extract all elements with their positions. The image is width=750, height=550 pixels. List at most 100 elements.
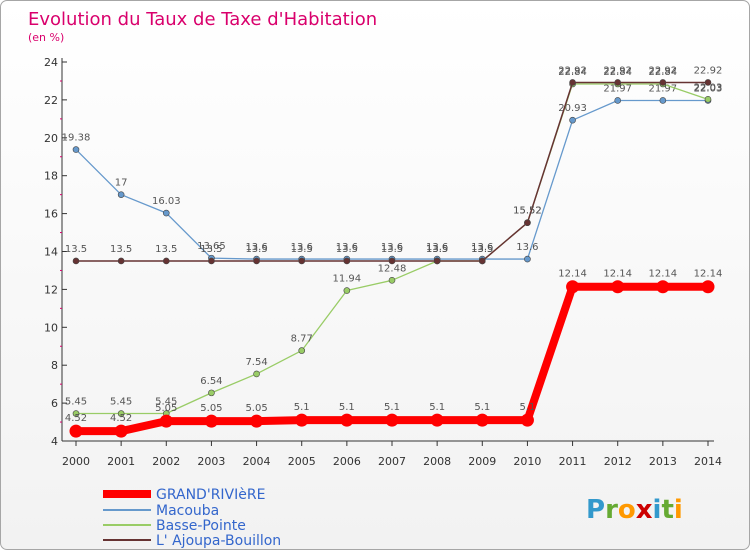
data-label: 13.5 (336, 244, 358, 255)
data-point (430, 413, 444, 427)
y-tick-label: 10 (44, 321, 58, 334)
y-tick-label: 4 (51, 435, 58, 448)
data-point (295, 413, 309, 427)
x-tick-label: 2006 (333, 455, 361, 468)
chart-subtitle: (en %) (28, 31, 64, 44)
data-point (117, 410, 125, 417)
data-label: 22.92 (694, 65, 723, 76)
x-tick-label: 2003 (197, 455, 225, 468)
data-point (253, 370, 260, 378)
data-point (298, 257, 306, 265)
series-3: 13.5 13.5 13.5 13.5 13.5 13.5 13.5 13.5 13.5 13.5… (65, 65, 723, 265)
data-label: 5.1 (384, 402, 400, 413)
logo-letter: t (661, 495, 673, 525)
data-label: 21.97 (603, 83, 632, 94)
data-label: 5.05 (200, 403, 222, 414)
x-tick-label: 2013 (649, 455, 677, 468)
axes: 4 6 8 10 12 14 16 18 20 22 24 2000 2001 2002 2003 2004 2… (44, 56, 722, 468)
data-label: 5.1 (429, 402, 445, 413)
data-point (524, 255, 531, 263)
series-0: 4.52 4.52 5.05 5.05 5.05 5.1 5.1 5.1 5.1 5.1 5.1 12… (65, 269, 722, 438)
data-label: 7.54 (245, 357, 267, 368)
data-point (475, 413, 489, 427)
y-tick-label: 22 (44, 94, 58, 107)
data-point (614, 97, 622, 104)
data-point (208, 257, 215, 265)
data-label: 13.6 (471, 242, 493, 253)
y-tick-label: 24 (44, 56, 58, 69)
data-label: 15.52 (513, 206, 542, 217)
data-label: 13.6 (516, 242, 538, 253)
logo-letter: o (618, 495, 636, 525)
x-tick-label: 2009 (468, 455, 496, 468)
x-tick-label: 2005 (288, 455, 316, 468)
data-label: 13.5 (381, 244, 403, 255)
x-tick-label: 2004 (243, 455, 271, 468)
data-point (72, 410, 80, 417)
data-label: 13.6 (381, 242, 403, 253)
data-label: 5.05 (245, 403, 267, 414)
data-label: 5.45 (65, 397, 87, 408)
data-label: 13.5 (200, 244, 222, 255)
data-label: 21.97 (649, 83, 678, 94)
data-label: 13.5 (291, 244, 313, 255)
data-point (117, 257, 125, 265)
legend-label: GRAND'RIVIèRE (156, 487, 265, 503)
x-tick-label: 2012 (604, 455, 632, 468)
data-label: 13.6 (426, 242, 448, 253)
data-label: 22.03 (694, 83, 723, 94)
series-line (75, 99, 708, 260)
data-point (388, 277, 396, 284)
y-tick-label: 20 (44, 132, 58, 145)
data-point (478, 257, 486, 265)
data-point (343, 287, 351, 294)
x-tick-label: 2007 (378, 455, 406, 468)
data-label: 11.94 (333, 274, 362, 285)
data-label: 13.5 (471, 244, 493, 255)
data-point (298, 347, 306, 354)
data-point (569, 79, 576, 86)
data-label: 16.03 (152, 196, 181, 207)
data-label: 13.5 (155, 244, 177, 255)
data-point (253, 257, 260, 265)
data-label: 22.84 (649, 67, 678, 78)
data-label: 6.54 (200, 376, 222, 387)
data-label: 13.65 (197, 241, 226, 252)
data-point (433, 257, 441, 265)
logo-letter: r (605, 495, 618, 525)
data-label: 5.1 (339, 402, 355, 413)
data-point (659, 97, 667, 104)
data-point (566, 280, 580, 294)
data-point (208, 389, 215, 397)
data-label: 12.14 (558, 269, 587, 280)
data-label: 12.14 (603, 269, 632, 280)
data-label: 22.84 (603, 67, 632, 78)
x-tick-label: 2010 (513, 455, 541, 468)
data-label: 4.52 (110, 413, 132, 424)
data-label: 4.52 (65, 413, 87, 424)
y-tick-label: 6 (51, 397, 58, 410)
data-label: 20.93 (558, 103, 587, 114)
data-point (385, 413, 399, 427)
data-label: 5.1 (519, 402, 535, 413)
y-tick-label: 18 (44, 170, 58, 183)
data-label: 22.92 (603, 65, 632, 76)
data-label: 13.6 (245, 242, 267, 253)
x-tick-label: 2002 (152, 455, 180, 468)
data-point (569, 116, 576, 124)
data-point (162, 257, 170, 265)
data-label: 22.92 (649, 65, 678, 76)
data-point (611, 280, 625, 294)
data-point (117, 191, 125, 198)
logo-letter: x (636, 495, 653, 525)
data-point (72, 257, 80, 265)
series-line (76, 81, 708, 262)
data-point (159, 414, 173, 428)
x-tick-label: 2008 (423, 455, 451, 468)
y-tick-label: 16 (44, 208, 58, 221)
data-point (340, 413, 354, 427)
data-point (704, 79, 712, 86)
